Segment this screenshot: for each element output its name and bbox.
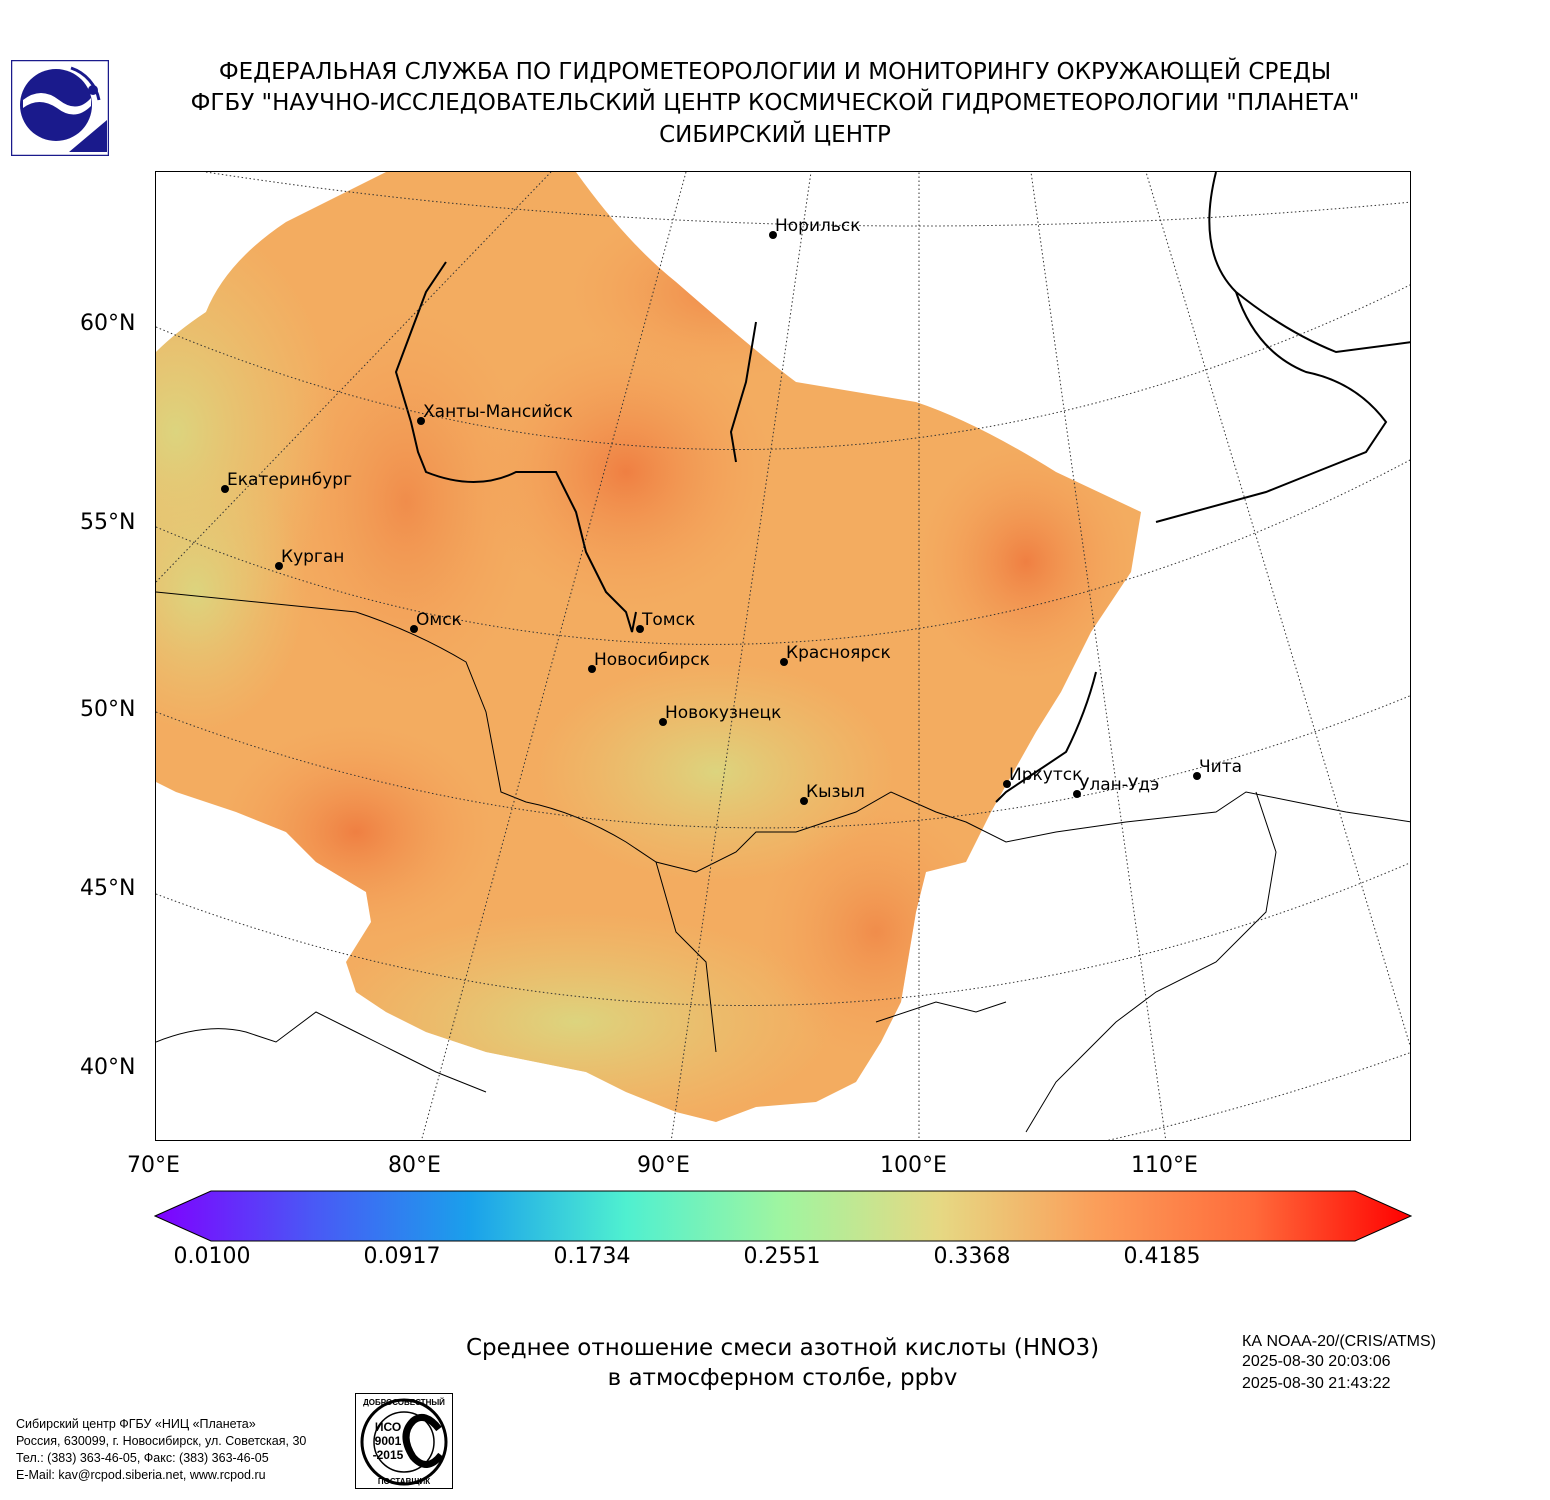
iso-badge-l2: 9001	[375, 1434, 402, 1448]
iso-badge-l3: -2015	[373, 1448, 404, 1462]
map-canvas	[156, 172, 1410, 1140]
hno3-data-field	[156, 172, 1141, 1122]
city-dot	[636, 625, 644, 633]
city-dot	[221, 485, 229, 493]
caption-line-2: в атмосферном столбе, ppbv	[607, 1365, 958, 1391]
city-label: Омск	[416, 610, 462, 630]
colorbar-tick-1: 0.0917	[363, 1244, 441, 1269]
iso-badge-top: ДОБРОСОВЕСТНЫЙ	[363, 1398, 445, 1407]
city-dot	[417, 417, 425, 425]
city-dot	[588, 665, 596, 673]
city-dot	[410, 625, 418, 633]
header-line-1: ФЕДЕРАЛЬНАЯ СЛУЖБА ПО ГИДРОМЕТЕОРОЛОГИИ …	[218, 59, 1332, 85]
city-label: Екатеринбург	[227, 470, 353, 490]
colorbar-tick-3: 0.2551	[743, 1244, 821, 1269]
footer-phone: Тел.: (383) 363-46-05, Факс: (383) 363-4…	[16, 1451, 269, 1465]
city-label: Красноярск	[786, 643, 891, 663]
city-label: Томск	[642, 610, 696, 630]
header-line-2: ФГБУ "НАУЧНО-ИССЛЕДОВАТЕЛЬСКИЙ ЦЕНТР КОС…	[190, 90, 1360, 116]
colorbar	[153, 1190, 1413, 1246]
iso-badge: ДОБРОСОВЕСТНЫЙ ИСО 9001 -2015 ПОСТАВЩИК	[355, 1393, 453, 1489]
iso-badge-bottom: ПОСТАВЩИК	[378, 1477, 430, 1486]
city-dot	[780, 658, 788, 666]
caption-line-1: Среднее отношение смеси азотной кислоты …	[465, 1335, 1100, 1361]
colorbar-tick-0: 0.0100	[173, 1244, 251, 1269]
city-label: Ханты-Мансийск	[423, 402, 573, 422]
lon-label-90: 90°E	[637, 1153, 690, 1178]
lat-label-45: 45°N	[80, 876, 136, 901]
colorbar-tick-4: 0.3368	[933, 1244, 1011, 1269]
graticule	[156, 172, 1410, 1140]
lon-label-110: 110°E	[1131, 1153, 1198, 1178]
city-dot	[1003, 780, 1011, 788]
lat-label-60: 60°N	[80, 311, 136, 336]
colorbar-tick-5: 0.4185	[1123, 1244, 1201, 1269]
lat-label-50: 50°N	[80, 697, 136, 722]
city-label: Улан-Удэ	[1079, 775, 1160, 795]
footer-address: Россия, 630099, г. Новосибирск, ул. Сове…	[16, 1434, 307, 1448]
iso-badge-l1: ИСО	[375, 1420, 401, 1434]
city-label: Курган	[281, 547, 345, 567]
satellite-name: КА NOAA-20/(CRIS/ATMS)	[1242, 1333, 1436, 1350]
satellite-start-time: 2025-08-30 20:03:06	[1242, 1353, 1391, 1370]
footer-email: E-Mail: kav@rcpod.siberia.net, www.rcpod…	[16, 1468, 266, 1482]
footer-org: Сибирский центр ФГБУ «НИЦ «Планета»	[16, 1417, 256, 1431]
city-label: Норильск	[775, 216, 861, 236]
planeta-logo	[10, 59, 110, 157]
lat-label-40: 40°N	[80, 1055, 136, 1080]
rivers	[394, 172, 1410, 803]
city-label: Иркутск	[1009, 765, 1083, 785]
city-label: Кызыл	[806, 782, 865, 802]
city-dot	[1073, 790, 1081, 798]
map-panel: Норильск Ханты-Мансийск Екатеринбург Курган…	[155, 171, 1411, 1141]
city-dot	[1193, 772, 1201, 780]
lon-label-80: 80°E	[388, 1153, 441, 1178]
satellite-end-time: 2025-08-30 21:43:22	[1242, 1375, 1391, 1392]
city-label: Новокузнецк	[665, 703, 782, 723]
borders	[156, 591, 1410, 1133]
city-dot	[659, 718, 667, 726]
city-dot	[275, 562, 283, 570]
lat-label-55: 55°N	[80, 510, 136, 535]
lon-label-70: 70°E	[127, 1153, 180, 1178]
city-label: Чита	[1199, 757, 1243, 777]
header-line-3: СИБИРСКИЙ ЦЕНТР	[659, 122, 891, 148]
city-label: Новосибирск	[594, 650, 710, 670]
colorbar-tick-2: 0.1734	[553, 1244, 631, 1269]
lon-label-100: 100°E	[880, 1153, 947, 1178]
city-dot	[800, 797, 808, 805]
city-dot	[769, 231, 777, 239]
